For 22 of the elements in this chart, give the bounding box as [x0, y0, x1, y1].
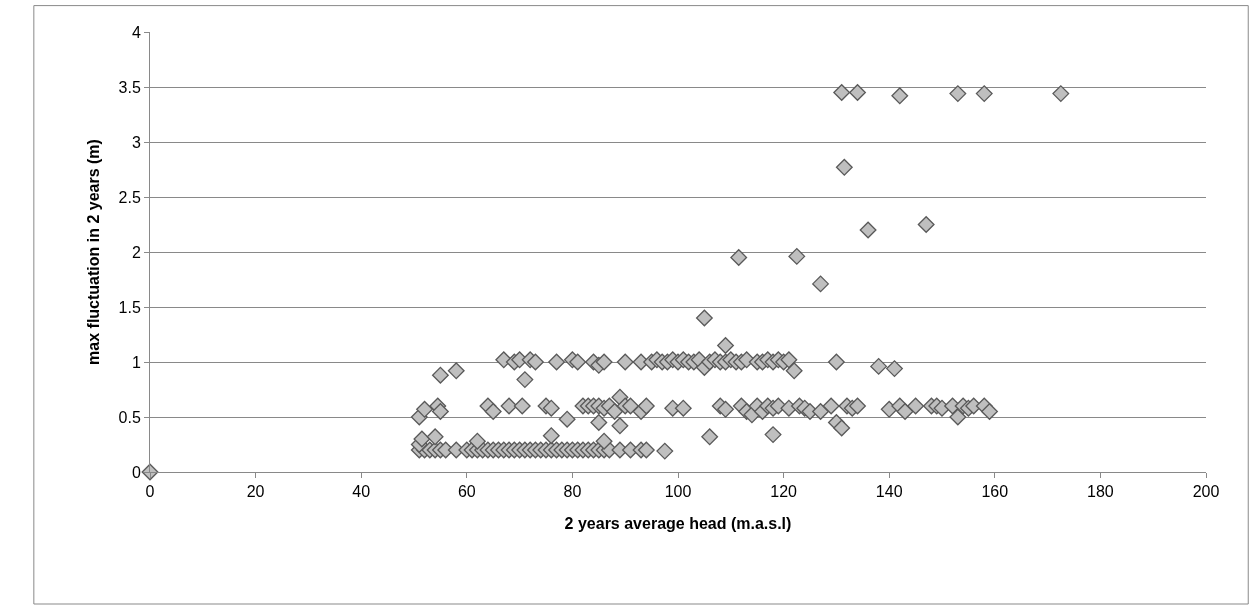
- y-tick-label: 2.5: [118, 188, 141, 206]
- y-tick-label: 4: [131, 23, 141, 41]
- y-tick-label: 1.5: [118, 298, 141, 316]
- x-tick-label: 120: [770, 483, 798, 501]
- x-tick-label: 80: [563, 483, 582, 501]
- x-tick-label: 160: [981, 483, 1009, 501]
- x-tick-label: 40: [352, 483, 371, 501]
- x-tick-label: 100: [664, 483, 692, 501]
- x-tick-label: 200: [1192, 483, 1220, 501]
- x-tick-label: 180: [1087, 483, 1114, 501]
- y-tick-label: 2: [131, 243, 141, 261]
- x-tick-label: 60: [457, 483, 476, 501]
- y-tick-label: 0.5: [118, 408, 141, 426]
- x-tick-label: 140: [875, 483, 903, 501]
- y-tick-label: 3.5: [118, 78, 141, 96]
- y-axis-title: max fluctuation in 2 years (m): [85, 139, 103, 365]
- y-tick-label: 0: [131, 463, 141, 481]
- y-tick-label: 3: [131, 133, 141, 151]
- y-tick-label: 1: [131, 353, 141, 371]
- x-axis-title: 2 years average head (m.a.s.l): [564, 514, 792, 532]
- x-tick-label: 0: [145, 483, 155, 501]
- x-tick-label: 20: [246, 483, 265, 501]
